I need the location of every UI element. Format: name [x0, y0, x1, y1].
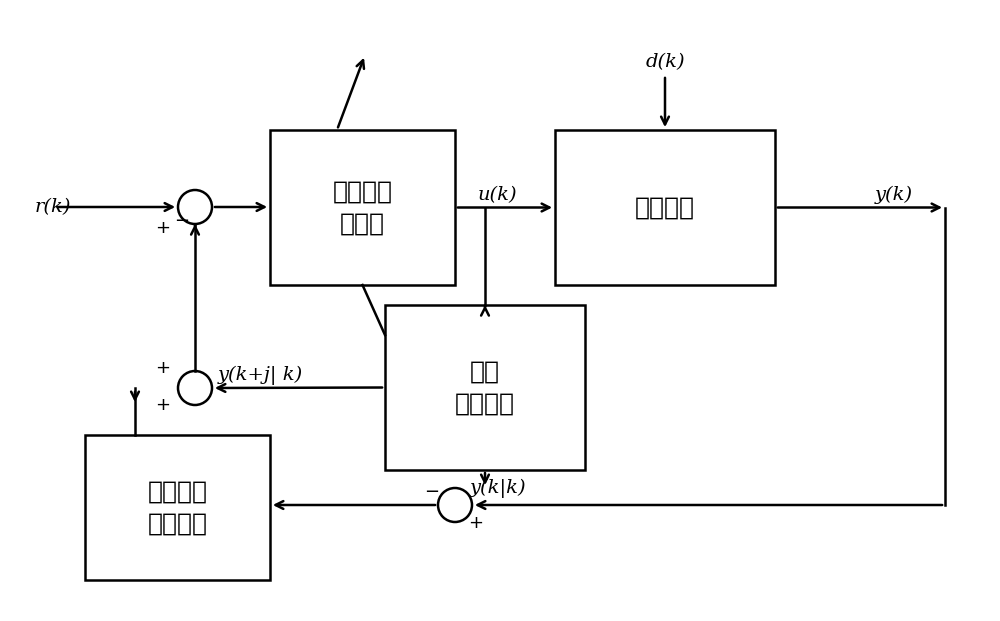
- Text: 在线优化
控制器: 在线优化 控制器: [332, 179, 392, 235]
- Text: 模型输出
反馈校正: 模型输出 反馈校正: [148, 479, 208, 535]
- Text: 受控过程: 受控过程: [635, 196, 695, 219]
- Text: +: +: [156, 219, 170, 237]
- Bar: [555, 130, 775, 285]
- Text: y(k+j| k): y(k+j| k): [218, 365, 303, 384]
- Text: +: +: [156, 396, 170, 414]
- Text: +: +: [468, 514, 484, 532]
- Text: +: +: [156, 359, 170, 377]
- Text: y(k|k): y(k|k): [470, 478, 527, 497]
- Text: y(k): y(k): [875, 186, 913, 204]
- Text: r(k): r(k): [35, 198, 72, 216]
- Bar: [270, 130, 455, 285]
- Text: −: −: [424, 483, 440, 501]
- Text: −: −: [174, 212, 190, 230]
- Bar: [385, 305, 585, 470]
- Text: 动态
预测模型: 动态 预测模型: [455, 360, 515, 415]
- Text: u(k): u(k): [478, 186, 518, 204]
- Text: d(k): d(k): [645, 53, 685, 71]
- Bar: [85, 435, 270, 580]
